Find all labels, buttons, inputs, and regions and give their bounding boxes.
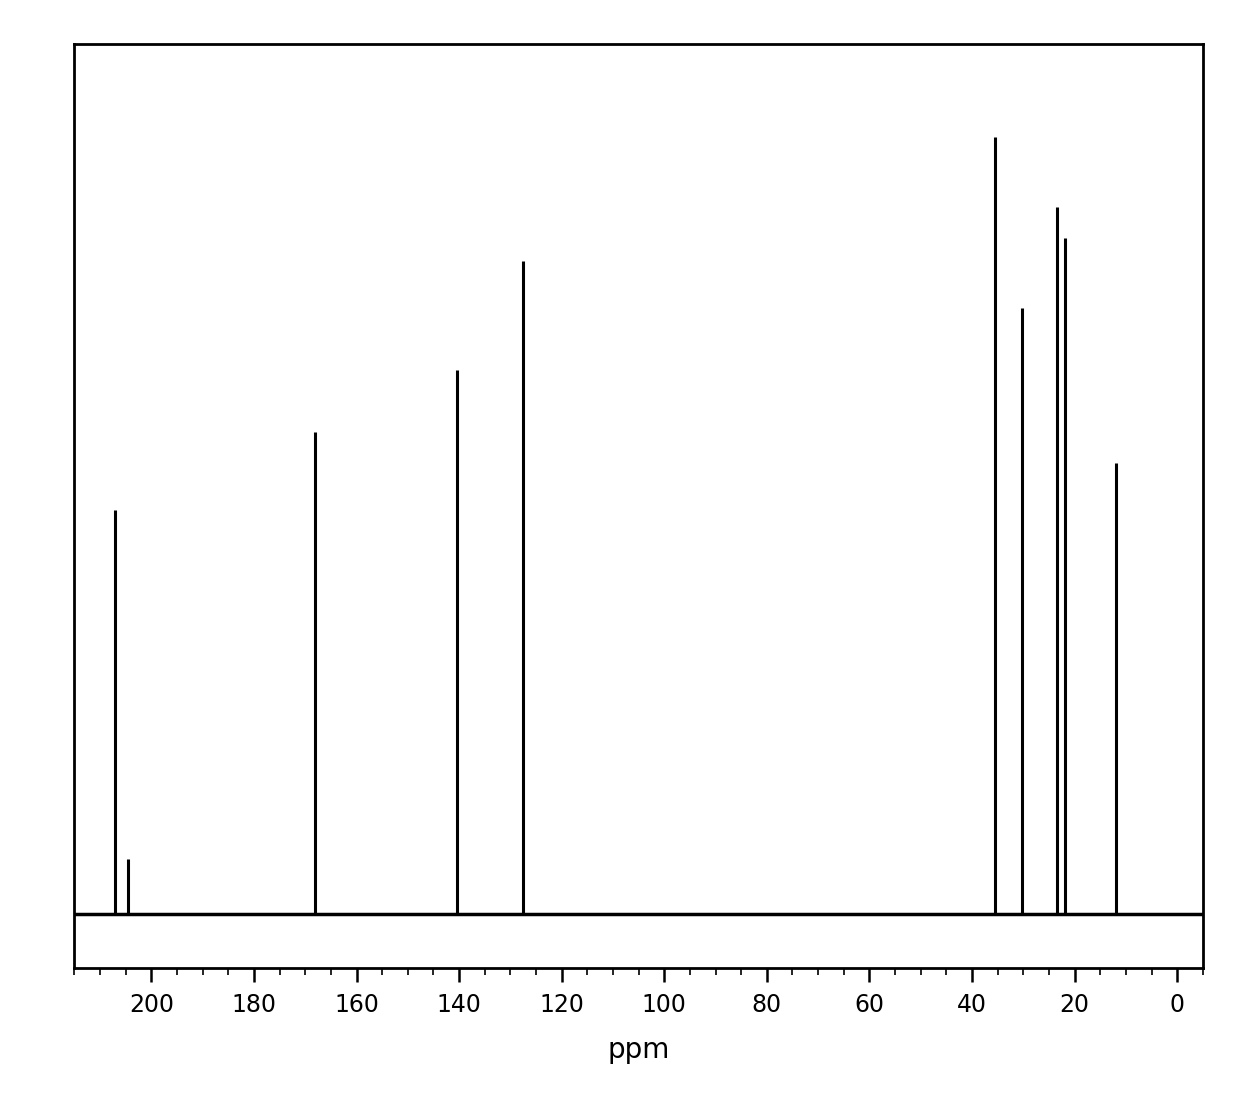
X-axis label: ppm: ppm <box>608 1036 670 1065</box>
